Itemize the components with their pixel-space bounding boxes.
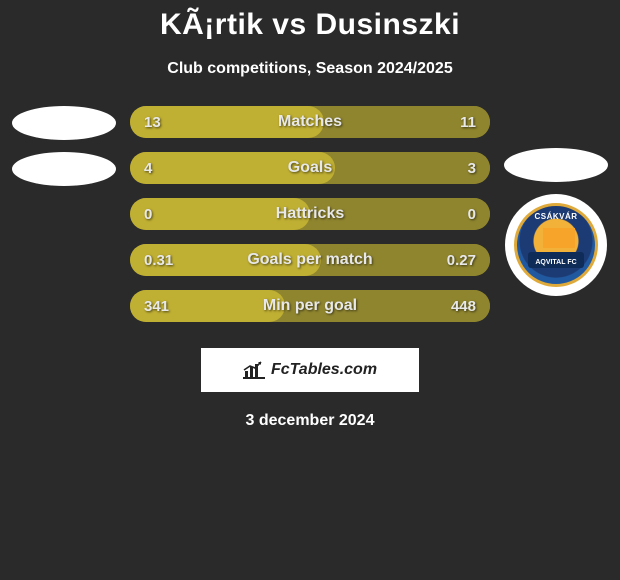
stat-bar: 0 Hattricks 0 <box>130 198 490 230</box>
bar-value-left: 0.31 <box>144 252 173 269</box>
bar-value-right: 3 <box>468 160 476 177</box>
bar-label: Min per goal <box>263 297 357 315</box>
stat-bars: 13 Matches 11 4 Goals 3 0 Hattricks 0 0.31 Goals p… <box>120 106 500 322</box>
right-club-badge: CSÁKVÁR AQVITAL FC <box>514 203 598 287</box>
brand-footer: FcTables.com <box>201 348 419 392</box>
bar-value-left: 4 <box>144 160 152 177</box>
bar-value-left: 13 <box>144 114 161 131</box>
right-club-logo-placeholder <box>504 148 608 182</box>
right-club-badge-wrap: CSÁKVÁR AQVITAL FC <box>505 194 607 296</box>
bar-label: Hattricks <box>276 205 344 223</box>
right-club-column: CSÁKVÁR AQVITAL FC <box>500 106 612 296</box>
brand-text: FcTables.com <box>271 361 377 379</box>
stat-bar: 4 Goals 3 <box>130 152 490 184</box>
bar-value-left: 0 <box>144 206 152 223</box>
main-row: 13 Matches 11 4 Goals 3 0 Hattricks 0 0.31 Goals p… <box>0 106 620 322</box>
badge-bottom-text: AQVITAL FC <box>517 259 595 266</box>
chart-icon <box>243 361 265 379</box>
bar-label: Matches <box>278 113 342 131</box>
left-club-logo-placeholder-2 <box>12 152 116 186</box>
comparison-infographic: KÃ¡rtik vs Dusinszki Club competitions, … <box>0 0 620 430</box>
subtitle: Club competitions, Season 2024/2025 <box>0 60 620 78</box>
bar-value-right: 0.27 <box>447 252 476 269</box>
stat-bar: 13 Matches 11 <box>130 106 490 138</box>
badge-top-text: CSÁKVÁR <box>517 212 595 221</box>
page-title: KÃ¡rtik vs Dusinszki <box>0 8 620 42</box>
bar-label: Goals <box>288 159 332 177</box>
bar-label: Goals per match <box>247 251 372 269</box>
left-club-column <box>8 106 120 186</box>
bar-value-right: 448 <box>451 298 476 315</box>
bar-value-left: 341 <box>144 298 169 315</box>
left-club-logo-placeholder-1 <box>12 106 116 140</box>
stat-bar: 0.31 Goals per match 0.27 <box>130 244 490 276</box>
date-text: 3 december 2024 <box>0 412 620 430</box>
stat-bar: 341 Min per goal 448 <box>130 290 490 322</box>
bar-value-right: 0 <box>468 206 476 223</box>
bar-value-right: 11 <box>460 114 476 131</box>
